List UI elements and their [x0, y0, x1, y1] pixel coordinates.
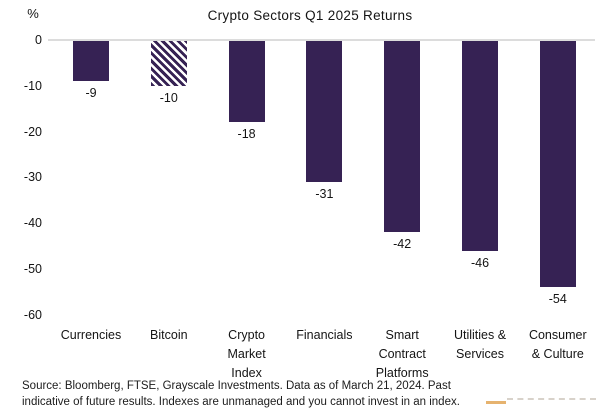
- value-label-consumer-culture: -54: [548, 292, 567, 307]
- category-label-bitcoin: Bitcoin: [150, 328, 188, 342]
- bar-consumer-culture: [539, 41, 576, 288]
- y-tick--10: -10: [23, 78, 42, 93]
- category-label-currencies: Currencies: [60, 328, 122, 342]
- category-label-financials: Financials: [296, 328, 353, 342]
- category-label-consumer-culture: Consumer & Culture: [528, 328, 587, 361]
- bar-utilities-services: [462, 41, 498, 251]
- value-label-bitcoin: -10: [159, 90, 178, 105]
- y-tick--50: -50: [23, 262, 42, 277]
- value-label-utilities-services: -46: [470, 255, 490, 270]
- bar-bitcoin: [150, 41, 187, 86]
- category-label-smart-contract-platforms: Smart Contract Platforms: [375, 328, 429, 380]
- bar-currencies: [73, 41, 109, 82]
- source-note-line1: Source: Bloomberg, FTSE, Grayscale Inves…: [22, 380, 451, 392]
- orange-mark-artifact: [486, 401, 506, 404]
- y-tick--40: -40: [23, 216, 42, 231]
- dashed-line-artifact: [507, 398, 596, 400]
- value-label-crypto-market-index: -18: [237, 127, 256, 142]
- value-label-smart-contract-platforms: -42: [393, 237, 412, 252]
- y-tick--20: -20: [23, 124, 42, 139]
- category-label-utilities-services: Utilities & Services: [453, 328, 507, 361]
- value-label-currencies: -9: [85, 86, 97, 101]
- bar-crypto-market-index: [228, 41, 265, 123]
- y-axis-unit-label: %: [27, 6, 39, 21]
- y-tick--60: -60: [23, 307, 42, 322]
- value-label-financials: -31: [315, 187, 334, 202]
- y-tick-0: 0: [35, 33, 42, 47]
- chart-title: Crypto Sectors Q1 2025 Returns: [207, 8, 413, 23]
- category-label-crypto-market-index: Crypto Market Index: [227, 328, 266, 380]
- bar-smart-contract-platforms: [384, 41, 421, 233]
- bar-financials: [306, 41, 343, 183]
- source-note-line2: indicative of future results. Indexes ar…: [22, 395, 460, 408]
- zero-axis-line: [48, 39, 595, 41]
- source-note: Source: Bloomberg, FTSE, Grayscale Inves…: [22, 379, 542, 410]
- y-tick--30: -30: [23, 170, 42, 185]
